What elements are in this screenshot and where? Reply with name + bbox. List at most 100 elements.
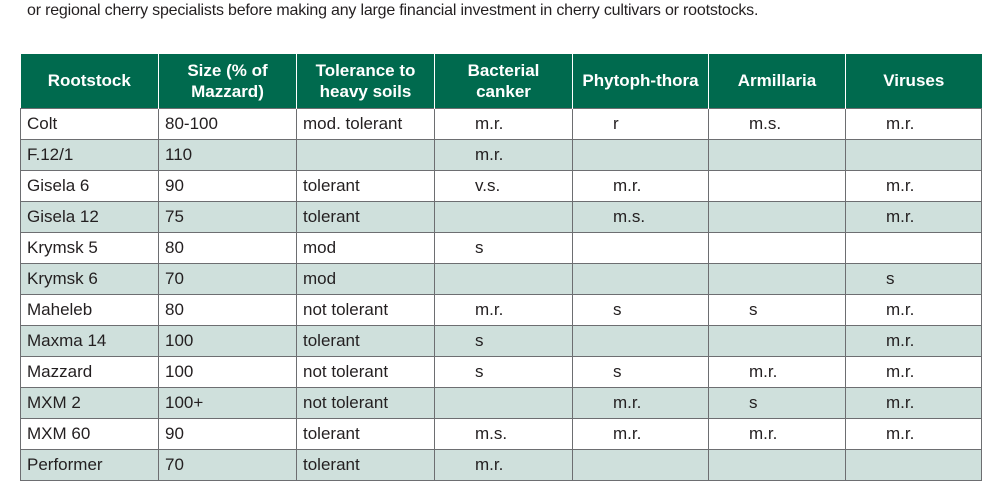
cell-rootstock: Maheleb [20,293,159,326]
cell-phytophthora [572,231,709,264]
cell-viruses [845,138,982,171]
cell-bacterial-canker: m.r. [434,293,573,326]
cell-bacterial-canker: s [434,231,573,264]
table-row: Maxma 14 100 tolerant s m.r. [20,324,982,357]
table-row: MXM 60 90 tolerant m.s. m.r. m.r. m.r. [20,417,982,450]
cell-armillaria [708,138,846,171]
cell-viruses [845,448,982,481]
cell-rootstock: Krymsk 5 [20,231,159,264]
cell-phytophthora: m.r. [572,169,709,202]
cell-tolerance: mod [296,262,435,295]
cell-phytophthora: r [572,107,709,140]
cell-phytophthora [572,324,709,357]
cell-viruses: m.r. [845,386,982,419]
cell-bacterial-canker [434,386,573,419]
cell-tolerance: tolerant [296,169,435,202]
cell-size: 80 [158,231,297,264]
cell-size: 70 [158,448,297,481]
cell-phytophthora: m.r. [572,417,709,450]
cell-viruses [845,231,982,264]
header-phytophthora: Phytoph-thora [572,54,709,108]
table-row: Gisela 6 90 tolerant v.s. m.r. m.r. [20,169,982,202]
cell-armillaria [708,169,846,202]
cell-phytophthora [572,262,709,295]
cell-tolerance: tolerant [296,448,435,481]
cell-bacterial-canker: s [434,324,573,357]
intro-paragraph: or regional cherry specialists before ma… [27,2,759,19]
cell-rootstock: Krymsk 6 [20,262,159,295]
header-size: Size (% of Mazzard) [158,54,297,108]
cell-size: 90 [158,169,297,202]
cell-bacterial-canker: v.s. [434,169,573,202]
cell-armillaria [708,448,846,481]
cell-size: 100 [158,324,297,357]
cell-size: 75 [158,200,297,233]
cell-armillaria: m.r. [708,355,846,388]
table-row: MXM 2 100+ not tolerant m.r. s m.r. [20,386,982,419]
cell-armillaria [708,200,846,233]
cell-phytophthora: s [572,293,709,326]
cell-tolerance [296,138,435,171]
cell-tolerance: not tolerant [296,355,435,388]
cell-tolerance: not tolerant [296,293,435,326]
cell-armillaria: m.r. [708,417,846,450]
cell-viruses: s [845,262,982,295]
table-body: Colt 80-100 mod. tolerant m.r. r m.s. m.r. F.12… [20,107,982,481]
cell-armillaria: s [708,386,846,419]
cell-rootstock: Gisela 12 [20,200,159,233]
cell-bacterial-canker [434,200,573,233]
cell-size: 80 [158,293,297,326]
cell-bacterial-canker: s [434,355,573,388]
cell-tolerance: not tolerant [296,386,435,419]
table-row: Krymsk 6 70 mod s [20,262,982,295]
table-row: Performer 70 tolerant m.r. [20,448,982,481]
cell-size: 100+ [158,386,297,419]
table-row: Maheleb 80 not tolerant m.r. s s m.r. [20,293,982,326]
cell-rootstock: Performer [20,448,159,481]
cell-viruses: m.r. [845,324,982,357]
cell-armillaria: s [708,293,846,326]
cell-viruses: m.r. [845,107,982,140]
cell-phytophthora: m.s. [572,200,709,233]
cell-rootstock: F.12/1 [20,138,159,171]
header-tolerance: Tolerance to heavy soils [296,54,435,108]
cell-armillaria [708,231,846,264]
cell-size: 110 [158,138,297,171]
cell-size: 100 [158,355,297,388]
header-armillaria: Armillaria [708,54,846,108]
rootstock-table: Rootstock Size (% of Mazzard) Tolerance … [20,54,982,481]
cell-rootstock: Mazzard [20,355,159,388]
cell-rootstock: Colt [20,107,159,140]
cell-rootstock: MXM 60 [20,417,159,450]
cell-phytophthora: m.r. [572,386,709,419]
cell-tolerance: mod [296,231,435,264]
cell-viruses: m.r. [845,293,982,326]
header-viruses: Viruses [845,54,982,108]
table-row: Krymsk 5 80 mod s [20,231,982,264]
header-rootstock: Rootstock [20,54,159,108]
cell-armillaria [708,262,846,295]
table-header-row: Rootstock Size (% of Mazzard) Tolerance … [20,54,982,108]
table-row: Mazzard 100 not tolerant s s m.r. m.r. [20,355,982,388]
cell-phytophthora [572,448,709,481]
cell-bacterial-canker [434,262,573,295]
cell-bacterial-canker: m.r. [434,448,573,481]
cell-tolerance: tolerant [296,324,435,357]
table-row: Gisela 12 75 tolerant m.s. m.r. [20,200,982,233]
cell-rootstock: Maxma 14 [20,324,159,357]
table-row: F.12/1 110 m.r. [20,138,982,171]
cell-size: 80-100 [158,107,297,140]
cell-rootstock: Gisela 6 [20,169,159,202]
cell-phytophthora [572,138,709,171]
cell-viruses: m.r. [845,417,982,450]
table-row: Colt 80-100 mod. tolerant m.r. r m.s. m.r. [20,107,982,140]
cell-viruses: m.r. [845,200,982,233]
cell-viruses: m.r. [845,355,982,388]
cell-tolerance: tolerant [296,200,435,233]
cell-size: 70 [158,262,297,295]
cell-tolerance: tolerant [296,417,435,450]
cell-viruses: m.r. [845,169,982,202]
cell-bacterial-canker: m.s. [434,417,573,450]
cell-size: 90 [158,417,297,450]
cell-bacterial-canker: m.r. [434,107,573,140]
